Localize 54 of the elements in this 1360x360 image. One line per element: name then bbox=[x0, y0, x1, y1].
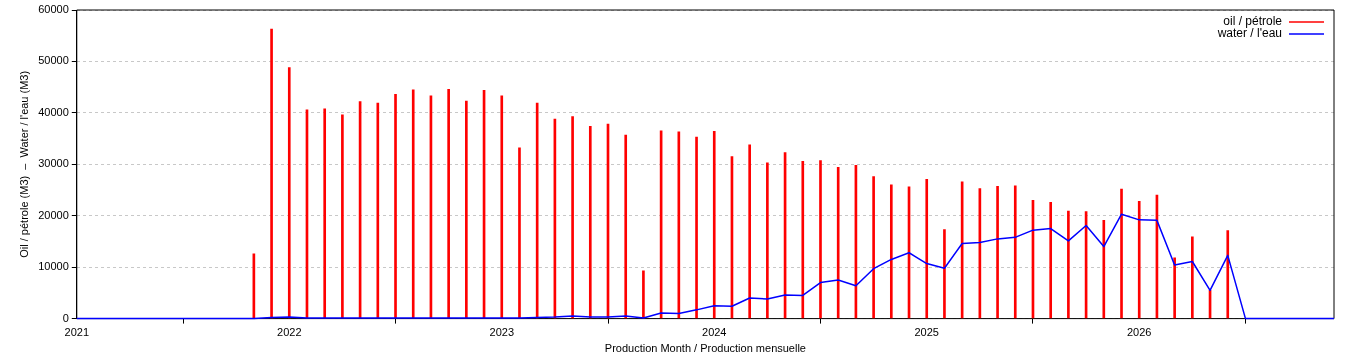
legend-label: oil / pétrole bbox=[1223, 14, 1283, 29]
bar bbox=[518, 147, 521, 319]
bar bbox=[695, 136, 698, 319]
bar bbox=[712, 131, 716, 319]
x-tick-label: 2023 bbox=[489, 326, 514, 339]
y-tick-label: 10000 bbox=[38, 260, 69, 273]
x-tick-label: 2022 bbox=[277, 326, 302, 339]
x-axis-title: Production Month / Production mensuelle bbox=[604, 342, 806, 355]
bar bbox=[872, 176, 875, 319]
bar bbox=[447, 88, 450, 319]
bar bbox=[801, 160, 805, 319]
bar bbox=[1173, 257, 1176, 319]
bar bbox=[624, 134, 628, 319]
bar bbox=[1049, 202, 1053, 319]
bar bbox=[1013, 185, 1017, 319]
bar bbox=[925, 178, 929, 319]
bar bbox=[394, 94, 397, 319]
bar bbox=[500, 95, 504, 319]
bar bbox=[376, 102, 380, 319]
bar bbox=[571, 116, 574, 319]
y-tick-label: 50000 bbox=[38, 54, 69, 67]
y-tick-label: 20000 bbox=[38, 208, 69, 221]
bar bbox=[889, 184, 893, 319]
bar bbox=[535, 102, 539, 319]
bar bbox=[341, 114, 344, 319]
bar bbox=[836, 167, 840, 319]
bar bbox=[766, 162, 769, 319]
bar bbox=[1120, 188, 1123, 319]
bar bbox=[270, 28, 273, 319]
bar bbox=[588, 125, 592, 319]
bar bbox=[996, 186, 999, 319]
bar bbox=[323, 108, 327, 319]
y-axis-title: Oil / pétrole (M3) – Water / l'eau (M3) bbox=[17, 70, 30, 258]
bar bbox=[1137, 201, 1141, 319]
y-tick-label: 0 bbox=[62, 311, 69, 324]
y-tick-label: 60000 bbox=[38, 3, 69, 16]
bar bbox=[819, 160, 822, 319]
y-tick-label: 30000 bbox=[38, 157, 69, 170]
legend-label: water / l'eau bbox=[1216, 26, 1282, 41]
x-tick-label: 2025 bbox=[914, 326, 939, 339]
y-tick-label: 40000 bbox=[38, 105, 69, 118]
bar bbox=[642, 270, 645, 319]
x-tick-label: 2026 bbox=[1126, 326, 1152, 339]
bar bbox=[1067, 210, 1070, 319]
bar bbox=[1102, 220, 1106, 319]
x-tick-label: 2021 bbox=[64, 326, 90, 339]
bar bbox=[287, 67, 291, 319]
x-tick-label: 2024 bbox=[702, 326, 727, 339]
bar bbox=[1191, 236, 1194, 319]
bar bbox=[943, 229, 946, 319]
bar bbox=[748, 144, 751, 319]
bar bbox=[465, 100, 468, 319]
bar bbox=[1226, 230, 1230, 319]
bar bbox=[411, 89, 415, 319]
